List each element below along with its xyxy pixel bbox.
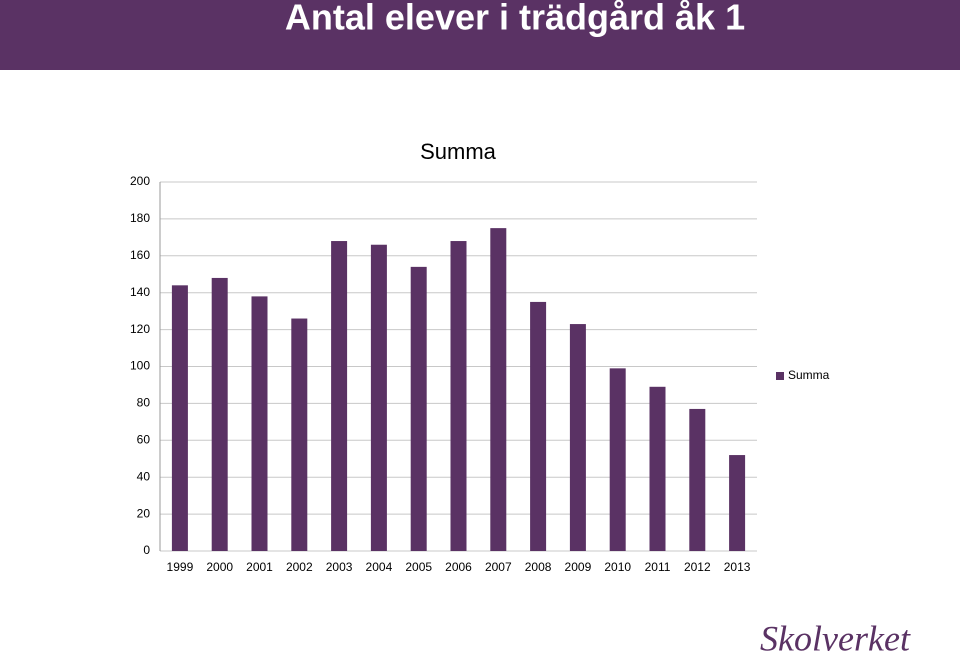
y-tick-label: 20 (137, 506, 151, 520)
y-tick-label: 200 (130, 174, 150, 188)
x-tick-label: 2005 (405, 560, 432, 574)
bar (530, 301, 547, 551)
x-tick-label: 2004 (366, 560, 393, 574)
bar (649, 386, 666, 551)
x-tick-label: 2001 (246, 560, 273, 574)
x-tick-label: 2013 (724, 560, 751, 574)
x-tick-label: 2006 (445, 560, 472, 574)
x-tick-label: 2002 (286, 560, 313, 574)
bar (410, 266, 427, 551)
legend-swatch (776, 372, 784, 380)
bar (490, 228, 507, 551)
bar (729, 455, 746, 551)
x-tick-label: 2008 (525, 560, 552, 574)
bar (251, 296, 268, 551)
x-tick-label: 2000 (206, 560, 233, 574)
x-tick-label: 2012 (684, 560, 711, 574)
y-tick-label: 80 (137, 396, 151, 410)
chart-title: Summa (420, 139, 497, 164)
x-tick-label: 2010 (604, 560, 631, 574)
bar (331, 241, 348, 552)
x-tick-label: 2003 (326, 560, 353, 574)
legend-label: Summa (788, 368, 830, 382)
x-tick-label: 2007 (485, 560, 512, 574)
y-tick-label: 120 (130, 322, 150, 336)
bar (291, 318, 308, 551)
header-band (0, 0, 960, 70)
x-tick-label: 1999 (167, 560, 194, 574)
bar (171, 285, 188, 551)
bar (370, 244, 387, 552)
logo: Skolverket (760, 618, 911, 658)
x-tick-label: 2011 (645, 560, 671, 574)
y-tick-label: 180 (130, 211, 150, 225)
y-tick-label: 140 (130, 285, 150, 299)
x-tick-label: 2009 (565, 560, 592, 574)
bar (689, 408, 706, 551)
bar (609, 368, 626, 551)
slide-title: Antal elever i trädgård åk 1 (285, 0, 745, 38)
y-tick-label: 0 (143, 543, 150, 557)
y-tick-label: 60 (137, 432, 151, 446)
bar (211, 277, 228, 551)
y-tick-label: 160 (130, 248, 150, 262)
bar (450, 241, 467, 552)
y-tick-label: 100 (130, 359, 150, 373)
y-tick-label: 40 (137, 469, 151, 483)
bar (569, 324, 586, 551)
